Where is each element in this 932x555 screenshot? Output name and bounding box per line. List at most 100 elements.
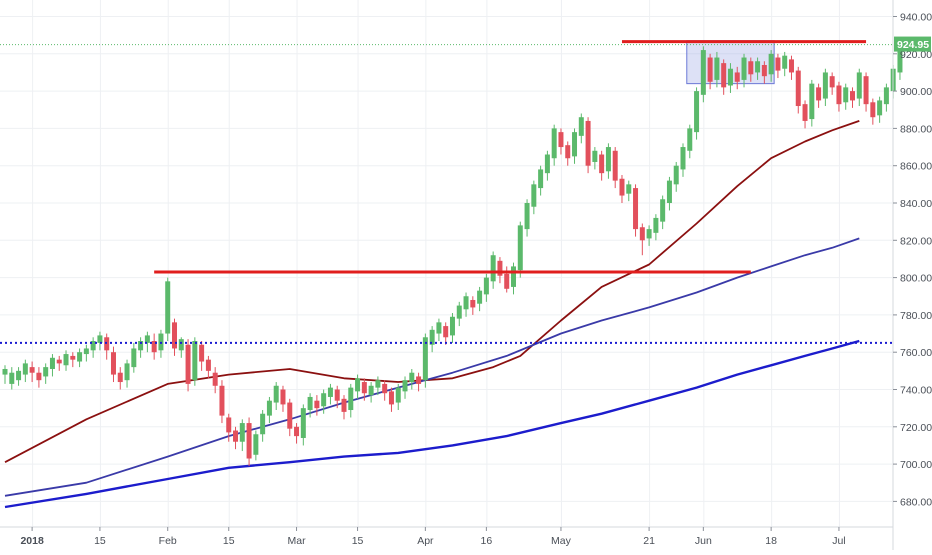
candle-body — [77, 352, 83, 362]
candle-body — [687, 128, 693, 151]
candle — [185, 339, 191, 392]
candle — [151, 333, 157, 360]
candle — [673, 161, 679, 192]
candle-body — [721, 63, 727, 88]
candle — [524, 199, 530, 237]
candle-body — [382, 383, 388, 394]
candle-body — [314, 400, 320, 409]
candle-body — [673, 165, 679, 185]
candle — [565, 141, 571, 166]
candle-body — [544, 154, 550, 174]
candle-body — [558, 132, 564, 148]
candle — [694, 87, 700, 140]
candle-body — [83, 348, 89, 355]
price-tick-label: 700.00 — [900, 459, 932, 471]
candle-body — [321, 393, 327, 407]
candle — [626, 180, 632, 202]
price-tick-label: 680.00 — [900, 496, 932, 508]
candle-body — [165, 281, 171, 334]
candle — [727, 63, 733, 93]
candle — [246, 417, 252, 466]
candle-body — [43, 367, 49, 377]
candle — [341, 395, 347, 420]
candle-body — [816, 87, 822, 101]
candle-body — [300, 408, 306, 438]
price-tick-label: 820.00 — [900, 235, 932, 247]
candle-body — [124, 363, 130, 381]
last-price-badge — [894, 36, 931, 52]
price-tick-label: 840.00 — [900, 198, 932, 210]
candle-body — [897, 44, 903, 73]
candle-body — [660, 199, 666, 222]
candle — [802, 100, 808, 129]
candle-body — [700, 50, 706, 95]
candle — [178, 337, 184, 358]
candle — [172, 318, 177, 356]
candle-body — [429, 329, 435, 345]
candle-body — [178, 339, 184, 351]
candle — [77, 348, 83, 368]
candle — [795, 66, 801, 114]
candle — [395, 383, 401, 411]
price-tick-label: 860.00 — [900, 161, 932, 173]
candle — [687, 124, 693, 159]
candle-body — [782, 55, 788, 69]
price-axis: 940.00 920.00 900.00 880.00 860.00 840.00 820.… — [892, 0, 932, 550]
candle-body — [734, 72, 740, 82]
time-tick-label: 18 — [765, 535, 777, 547]
time-tick-label: 16 — [481, 535, 493, 547]
candle — [504, 266, 510, 293]
candle — [816, 83, 822, 108]
candle-body — [829, 76, 835, 88]
candle-body — [436, 322, 442, 334]
ma-long-line — [4, 339, 860, 509]
candle-body — [633, 188, 639, 230]
candle — [266, 396, 272, 424]
candle-body — [822, 72, 828, 99]
candle-body — [29, 367, 35, 373]
time-tick-label: 15 — [94, 535, 106, 547]
candle — [70, 352, 76, 368]
candle-body — [36, 372, 42, 381]
candle-body — [775, 57, 781, 71]
candle-body — [416, 376, 422, 384]
candle — [388, 387, 394, 412]
candle — [592, 147, 598, 170]
candle — [131, 342, 137, 373]
candle-body — [639, 227, 645, 241]
time-axis: 2018 15 Feb 15 Mar 15 Apr 16 May 21 Jun 18 Jul — [0, 526, 893, 547]
candle — [850, 87, 855, 108]
candle — [680, 143, 686, 177]
candle — [16, 367, 22, 386]
candle — [138, 337, 144, 358]
candle — [402, 376, 408, 399]
candle — [436, 318, 442, 342]
candle — [748, 57, 754, 82]
candle-body — [273, 385, 279, 403]
candle — [334, 385, 340, 409]
candle — [429, 326, 435, 353]
candle-body — [456, 305, 462, 319]
candle — [544, 150, 550, 181]
candle — [666, 176, 672, 211]
candle — [117, 367, 123, 390]
candle-body — [151, 341, 157, 353]
candle — [639, 223, 645, 256]
candle-body — [22, 363, 28, 375]
candle — [449, 313, 455, 343]
candle — [104, 333, 110, 360]
candle — [355, 374, 361, 399]
candle-body — [253, 434, 259, 455]
candle — [843, 83, 849, 110]
candle-body — [97, 335, 103, 343]
candle-body — [483, 277, 489, 295]
candle — [721, 59, 727, 95]
candle-body — [680, 147, 686, 170]
candle-body — [246, 423, 252, 459]
candle-body — [477, 290, 483, 304]
candle-body — [334, 389, 340, 401]
candle — [294, 423, 300, 444]
candle — [287, 398, 293, 437]
candle-body — [280, 389, 286, 405]
